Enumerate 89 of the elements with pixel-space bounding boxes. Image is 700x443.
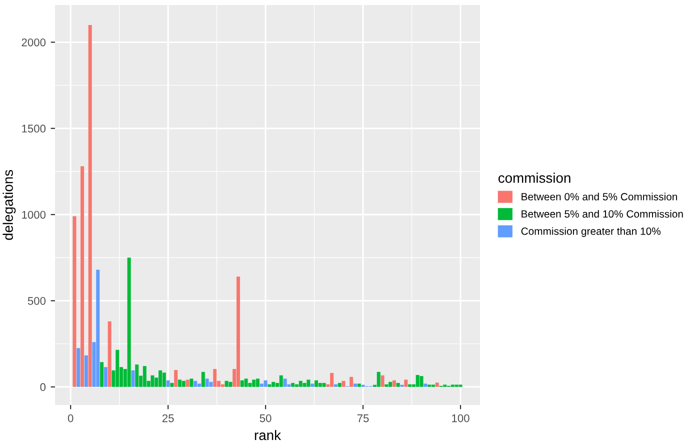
x-tick-label: 50 [260, 414, 272, 422]
x-tick-label: 0 [68, 414, 74, 422]
bar [330, 372, 334, 387]
bar [322, 382, 326, 387]
bar [342, 380, 346, 387]
legend-label: Between 5% and 10% Commission [522, 210, 683, 218]
bar [310, 384, 314, 387]
bar [353, 384, 357, 387]
bar [72, 216, 76, 387]
bar [314, 380, 318, 387]
x-axis-title: rank [254, 430, 282, 440]
bar [213, 368, 217, 387]
bar [272, 382, 276, 387]
bar [108, 321, 112, 387]
bar [142, 366, 146, 387]
bar [224, 380, 228, 387]
bar [100, 362, 104, 387]
bar [408, 384, 412, 387]
y-tick-label: 0 [40, 383, 46, 392]
bar [384, 384, 388, 387]
bar [380, 375, 384, 387]
bar [135, 364, 139, 387]
bar [194, 380, 198, 387]
bar [396, 382, 400, 387]
bar [294, 384, 298, 387]
bar [76, 348, 80, 387]
bar [84, 355, 88, 387]
legend-label: Between 0% and 5% Commission [522, 192, 678, 200]
bar [416, 375, 420, 387]
x-tick-label: 100 [452, 414, 470, 422]
bar [131, 370, 135, 387]
bar [240, 380, 244, 387]
y-tick-label: 500 [28, 297, 46, 305]
legend-label: Commission greater than 10% [521, 227, 661, 237]
bar [334, 384, 338, 387]
bar [264, 380, 268, 387]
bar [205, 378, 209, 387]
bar [376, 372, 380, 387]
bar [186, 380, 190, 387]
bar [209, 382, 213, 387]
bar [435, 382, 439, 387]
bar [88, 24, 92, 387]
legend-title: commission [498, 172, 570, 183]
bar [116, 350, 120, 387]
x-tick-label: 25 [162, 414, 174, 422]
bar [244, 378, 248, 387]
bar [252, 380, 256, 387]
bar [306, 380, 310, 387]
y-tick-label: 2000 [22, 38, 46, 46]
bar [182, 380, 186, 387]
bar [283, 378, 287, 387]
bar [220, 384, 224, 387]
bar [198, 384, 202, 387]
bar [424, 384, 428, 387]
bar [256, 378, 260, 387]
bar [291, 382, 295, 387]
bar [96, 270, 100, 387]
bar [166, 380, 170, 387]
bar [201, 372, 205, 387]
bar [178, 380, 182, 387]
bar [248, 382, 252, 387]
bar [228, 382, 232, 387]
bar [80, 166, 84, 387]
bar [298, 380, 302, 387]
bar [318, 382, 322, 387]
bar [279, 375, 283, 387]
bar [302, 382, 306, 387]
bar [260, 384, 264, 387]
bar [350, 376, 354, 387]
bar [158, 370, 162, 387]
bar [268, 384, 272, 387]
bar [404, 380, 408, 387]
bar [357, 384, 361, 387]
bar [388, 382, 392, 387]
bar [174, 370, 178, 387]
bar [236, 276, 240, 387]
bar [170, 382, 174, 387]
bar [127, 258, 131, 387]
y-tick-label: 1500 [22, 124, 46, 133]
bar [162, 372, 166, 387]
bar [190, 378, 194, 387]
bar [392, 380, 396, 387]
bar [150, 375, 154, 387]
y-tick-label: 1000 [22, 210, 46, 219]
bar [104, 367, 108, 387]
bar [420, 376, 424, 387]
bar [338, 382, 342, 387]
y-axis-title: delegations [2, 170, 16, 240]
x-tick-label: 75 [357, 414, 369, 422]
